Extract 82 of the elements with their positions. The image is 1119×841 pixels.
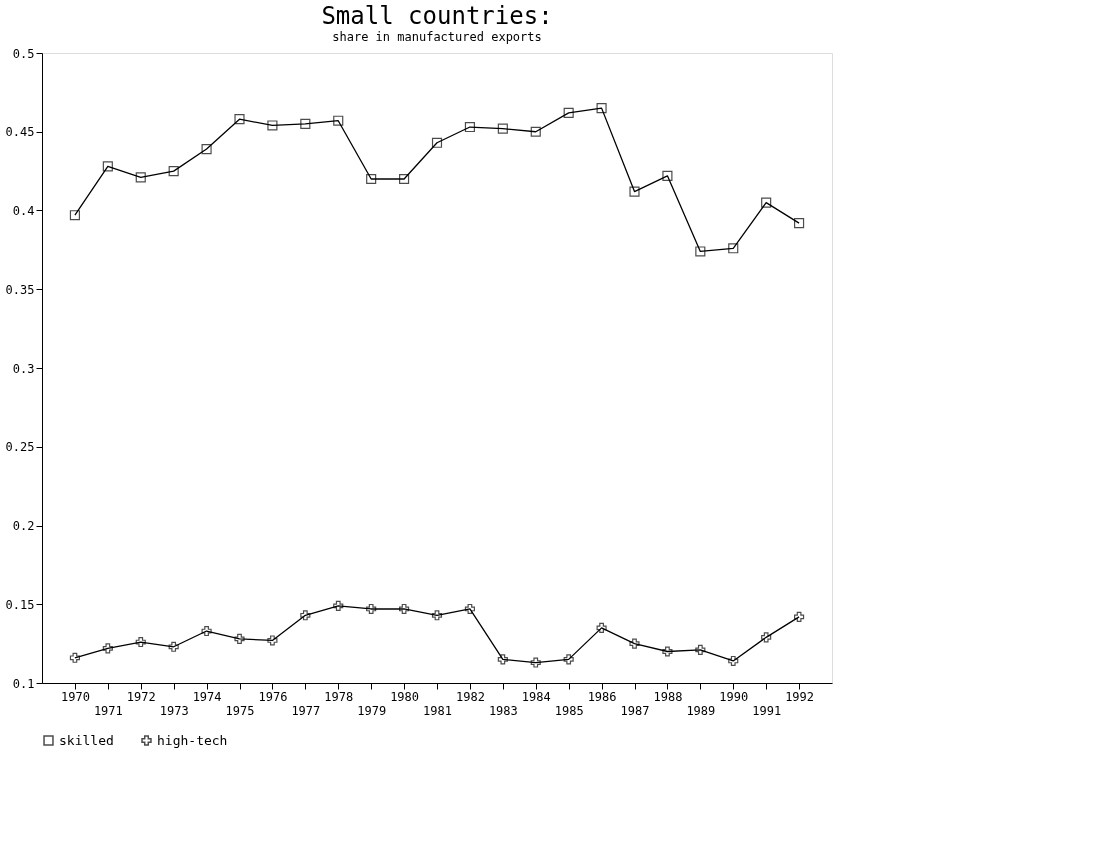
point: [69, 210, 80, 221]
point: [563, 107, 574, 118]
point: [596, 103, 607, 114]
y-tick-label: 0.4: [12, 204, 35, 218]
x-tick-label: 1983: [488, 703, 518, 718]
legend-label: skilled: [59, 732, 114, 748]
x-tick-label: 1977: [291, 703, 321, 718]
point: [168, 641, 179, 652]
x-tick-label: 1985: [554, 703, 584, 718]
point: [267, 635, 278, 646]
point: [794, 218, 805, 229]
chart-subtitle: share in manufactured exports: [332, 30, 542, 44]
point: [431, 137, 443, 148]
point: [464, 603, 475, 615]
point: [333, 115, 344, 126]
point: [629, 186, 640, 197]
point: [431, 610, 443, 621]
point: [794, 611, 805, 622]
point: [366, 173, 377, 185]
point: [563, 654, 574, 665]
point: [135, 172, 146, 183]
point: [761, 197, 772, 208]
y-tick-label: 0.3: [12, 361, 35, 376]
x-tick-label: 1984: [521, 689, 551, 704]
x-tick-label: 1976: [258, 689, 288, 704]
y-tick-label: 0.1: [12, 676, 35, 691]
point: [69, 652, 80, 663]
x-tick-label: 1987: [620, 703, 650, 718]
point: [662, 170, 673, 181]
x-tick-label: 1982: [455, 689, 485, 704]
x-tick-label: 1988: [653, 689, 683, 704]
x-tick-label: 1974: [192, 689, 222, 704]
legend-label: high-tech: [157, 732, 228, 748]
point: [234, 114, 245, 125]
x-tick-label: 1970: [60, 689, 90, 704]
point: [168, 166, 179, 177]
x-tick-label: 1991: [752, 703, 782, 718]
point: [234, 633, 245, 644]
point: [464, 121, 475, 133]
point: [300, 610, 311, 621]
point: [662, 646, 673, 657]
x-tick-label: 1981: [423, 703, 452, 718]
x-tick-label: 1989: [686, 703, 716, 718]
point: [596, 622, 607, 633]
point: [102, 643, 113, 654]
x-tick-label: 1973: [159, 703, 189, 718]
x-tick-label: 1992: [785, 689, 815, 704]
point: [399, 603, 410, 615]
point: [695, 246, 706, 257]
point: [530, 657, 541, 668]
point: [267, 120, 278, 131]
x-tick-label: 1975: [225, 703, 255, 718]
point: [497, 654, 508, 665]
y-tick-label: 0.2: [12, 519, 35, 533]
point: [366, 603, 377, 615]
chart-title: Small countries:: [321, 2, 553, 30]
x-tick-label: 1972: [126, 689, 156, 704]
point: [300, 118, 311, 129]
point: [695, 644, 706, 655]
point: [135, 636, 146, 648]
x-tick-label: 1979: [357, 703, 387, 718]
x-tick-label: 1986: [587, 689, 617, 704]
point: [728, 243, 739, 254]
point: [497, 123, 508, 134]
x-tick-label: 1990: [719, 689, 749, 704]
y-tick-label: 0.15: [5, 597, 35, 612]
point: [761, 632, 772, 643]
point: [102, 161, 113, 172]
y-tick-label: 0.25: [5, 440, 35, 455]
point: [629, 638, 640, 649]
x-tick-label: 1980: [390, 689, 420, 704]
y-tick-label: 0.45: [5, 125, 35, 140]
point: [201, 625, 212, 637]
point: [728, 655, 739, 667]
point: [333, 600, 344, 611]
y-tick-label: 0.35: [5, 282, 35, 297]
y-tick-label: 0.5: [12, 46, 35, 61]
x-tick-label: 1978: [324, 689, 354, 704]
point: [530, 126, 541, 137]
point: [201, 144, 212, 155]
x-tick-label: 1971: [93, 703, 123, 718]
point: [399, 173, 410, 185]
